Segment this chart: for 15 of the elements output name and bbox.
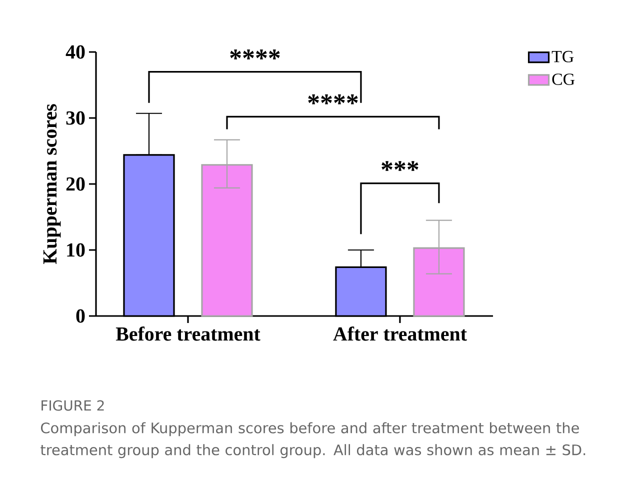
y-tick-label: 0: [76, 309, 85, 323]
y-tick-label: 30: [66, 111, 85, 125]
y-tick-label: 20: [66, 177, 85, 191]
annotation: ****: [308, 94, 358, 104]
x-tick-label: Before treatment: [116, 326, 260, 341]
y-axis-title: Kupperman scores: [43, 104, 61, 264]
legend-label: TG: [552, 50, 574, 62]
annotation: ***: [382, 161, 418, 171]
annotation: ****: [230, 50, 280, 60]
legend-label: CG: [552, 74, 575, 85]
caption: FIGURE 2: [42, 400, 104, 411]
text: Comparison of Kupperman scores before and after treatment between the treatment group and the control group. All data was shown as mean ± SD.: [40, 422, 586, 458]
x-tick-label: After treatment: [333, 326, 467, 341]
y-tick-label: 10: [67, 243, 85, 257]
y-tick-label: 40: [66, 45, 85, 59]
